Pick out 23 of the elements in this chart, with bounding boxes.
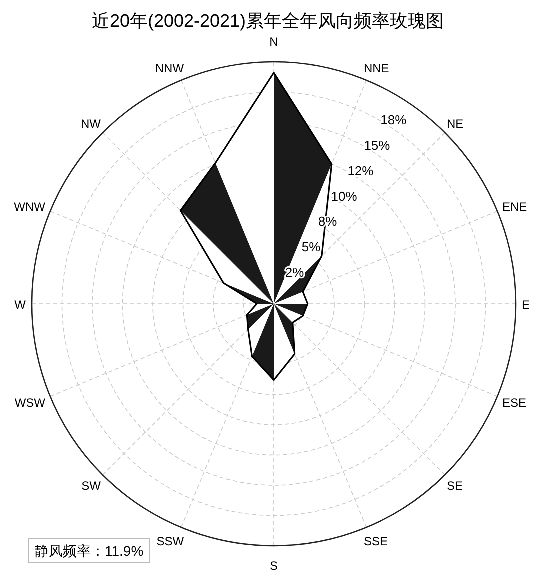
chart-title: 近20年(2002-2021)累年全年风向频率玫瑰图 (92, 11, 444, 31)
spoke-label: E (522, 298, 530, 312)
spoke-label: WNW (14, 200, 46, 214)
spoke-label: SSE (364, 534, 388, 549)
spoke-label: NNW (155, 61, 185, 76)
spoke-label: SE (447, 479, 464, 494)
y-tick-label: 12% (348, 163, 374, 178)
text: 静风频率：11.9% (35, 543, 144, 559)
spoke-label: ESE (502, 396, 527, 410)
y-tick-label: 5% (302, 240, 322, 255)
spoke-label: W (14, 298, 27, 312)
y-tick-label: 15% (364, 138, 391, 154)
spoke-label: N (270, 35, 278, 49)
spoke-label: S (270, 559, 278, 573)
spoke-label: NNE (364, 61, 390, 76)
spoke-label: NE (447, 116, 464, 131)
y-tick-label: 10% (331, 188, 358, 204)
spoke-label: ENE (502, 200, 528, 214)
spoke-label: SSW (156, 534, 185, 549)
spoke-label: NW (80, 116, 102, 131)
y-tick-label: 18% (380, 112, 408, 128)
spoke-label: WSW (14, 396, 46, 410)
spoke-label: SW (82, 479, 102, 494)
